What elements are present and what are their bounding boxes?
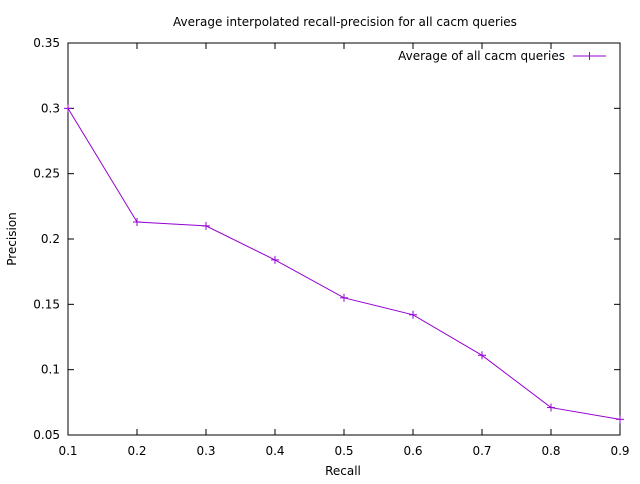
x-tick-label: 0.4 [265,444,284,458]
legend-marker [585,52,594,60]
y-tick-label: 0.05 [33,428,60,442]
data-point [133,218,141,227]
chart-title: Average interpolated recall-precision fo… [173,15,517,29]
data-point [478,351,486,360]
y-tick-label: 0.3 [41,101,60,115]
x-tick-label: 0.1 [58,444,77,458]
series-layer [64,104,624,424]
data-point [202,221,210,230]
x-tick-label: 0.2 [127,444,146,458]
y-tick-label: 0.2 [41,232,60,246]
x-axis-label: Recall [325,464,361,478]
legend-label: Average of all cacm queries [398,49,565,63]
legend: Average of all cacm queries [398,49,606,63]
ticks: 0.1 0.2 0.3 0.4 0.5 0.6 0.7 0.8 0.9 0.05 0.1 0.15 0.… [33,36,629,458]
y-tick-label: 0.1 [41,363,60,377]
y-tick-label: 0.25 [33,167,60,181]
x-tick-label: 0.6 [403,444,422,458]
x-tick-label: 0.9 [610,444,629,458]
x-tick-label: 0.7 [472,444,491,458]
plot-border [67,42,621,436]
data-point [547,403,555,412]
y-tick-label: 0.15 [33,297,60,311]
y-axis-label: Precision [5,212,19,266]
x-tick-label: 0.8 [541,444,560,458]
y-tick-label: 0.35 [33,36,60,50]
x-tick-label: 0.3 [196,444,215,458]
data-point [616,415,624,424]
x-tick-label: 0.5 [334,444,353,458]
data-point [409,310,417,319]
series-line [67,108,621,420]
data-point [64,104,72,113]
data-point [340,293,348,302]
data-point [271,255,279,264]
axes [67,42,621,436]
